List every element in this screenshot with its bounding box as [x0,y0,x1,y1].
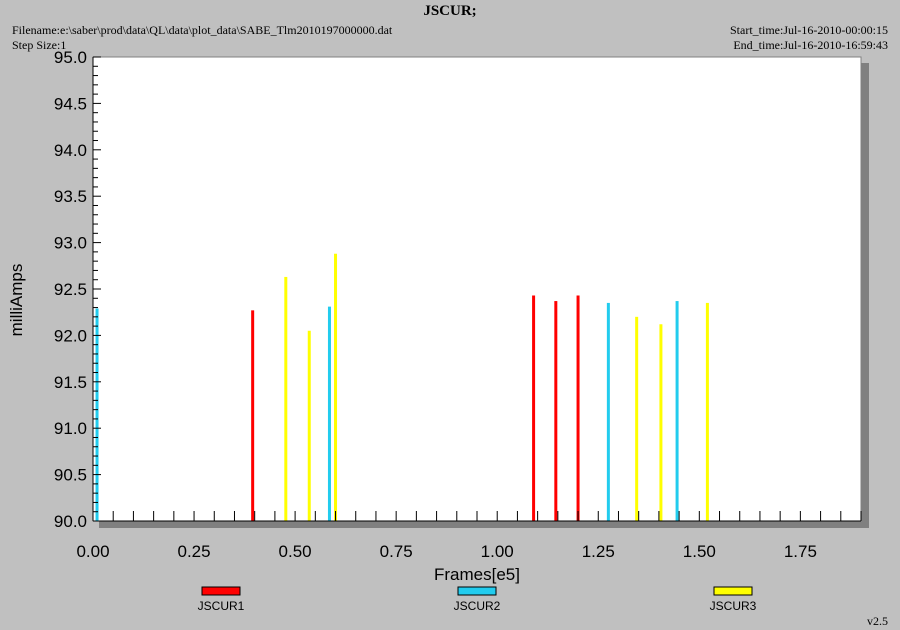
bar-jscur2-2 [606,302,610,521]
legend-label-jscur2: JSCUR2 [454,599,501,613]
chart-title: JSCUR; [423,3,477,19]
y-tick-label: 94.0 [54,141,87,160]
bar-jscur3-3 [635,316,639,521]
step-size-label: Step Size:1 [12,38,67,52]
x-tick-label: 1.50 [683,542,716,561]
legend: JSCUR1 JSCUR2 JSCUR3 [198,586,757,613]
y-tick-label: 93.0 [54,234,87,253]
chart-axes: 90.0 90.5 91.0 91.5 92.0 92.5 93.0 93.5 94.0 94.5… [54,48,862,561]
legend-label-jscur1: JSCUR1 [198,599,245,613]
bar-jscur1-3 [576,295,580,521]
x-tick-label: 0.00 [76,542,109,561]
x-tick-label: 1.25 [582,542,615,561]
bar-jscur3-5 [705,302,709,521]
bar-jscur3-0 [284,276,288,521]
y-tick-label: 95.0 [54,48,87,67]
bar-jscur2-0 [95,308,99,521]
chart-marks [95,253,709,521]
plot-area [92,56,862,522]
bar-jscur1-0 [251,310,255,521]
x-tick-label: 1.00 [481,542,514,561]
x-tick-label: 0.25 [178,542,211,561]
bar-jscur1-1 [532,295,536,521]
x-tick-label: 0.75 [380,542,413,561]
legend-swatch-jscur3 [713,586,753,596]
y-tick-label: 91.5 [54,373,87,392]
y-tick-label: 93.5 [54,187,87,206]
version-label: v2.5 [867,614,888,628]
bar-jscur3-1 [307,330,311,521]
y-tick-label: 94.5 [54,94,87,113]
bar-jscur3-4 [659,324,663,521]
y-tick-label: 91.0 [54,419,87,438]
y-axis-title: milliAmps [7,264,26,337]
filename-label: Filename:e:\saber\prod\data\QL\data\plot… [12,23,393,37]
bar-jscur1-2 [554,301,558,521]
y-tick-label: 90.5 [54,466,87,485]
bar-jscur3-2 [334,253,338,521]
bar-jscur2-3 [675,301,679,521]
legend-swatch-jscur2 [457,586,497,596]
y-tick-label: 92.0 [54,326,87,345]
start-time-label: Start_time:Jul-16-2010-00:00:15 [730,23,888,37]
bar-jscur2-1 [327,306,331,521]
legend-swatch-jscur1 [201,586,241,596]
end-time-label: End_time:Jul-16-2010-16:59:43 [733,38,888,52]
legend-label-jscur3: JSCUR3 [710,599,757,613]
x-tick-label: 1.75 [784,542,817,561]
y-tick-label: 90.0 [54,512,87,531]
x-axis-title: Frames[e5] [434,565,520,584]
y-tick-label: 92.5 [54,280,87,299]
x-tick-label: 0.50 [279,542,312,561]
